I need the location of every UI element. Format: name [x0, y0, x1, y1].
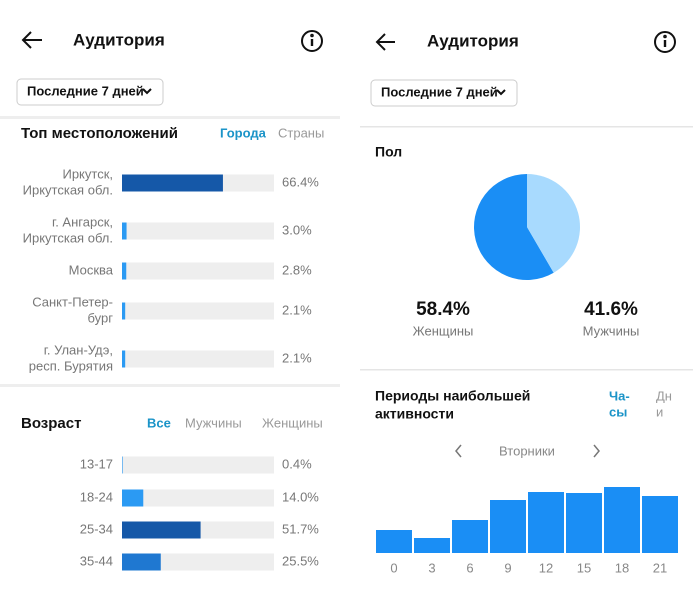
x-tick-label: 21 [653, 560, 667, 575]
separator [0, 384, 340, 387]
row-label: 13-17 [80, 456, 113, 471]
activity-bar [452, 520, 488, 553]
info-icon[interactable] [301, 30, 323, 52]
bar-track [122, 262, 274, 280]
section-title: Возраст [21, 415, 81, 432]
bar-track [122, 350, 274, 368]
x-tick-label: 3 [428, 560, 435, 575]
left-icons [16, 30, 676, 458]
tab[interactable]: Все [147, 415, 171, 430]
back-arrow[interactable] [375, 33, 395, 51]
activity-bar [490, 500, 526, 553]
activity-bar [414, 538, 450, 553]
activity-bar [528, 492, 564, 553]
activity-bar [376, 530, 412, 553]
pie-value: 41.6% [584, 299, 638, 320]
row-label: г. Улан-Удэ, [44, 342, 113, 357]
section-title: Топ местоположений [21, 125, 178, 142]
title: Аудитория [73, 30, 165, 49]
row-label: 25-34 [80, 521, 113, 536]
bar [122, 521, 201, 539]
pie-value: 58.4% [416, 299, 470, 320]
tab[interactable]: и [656, 404, 663, 419]
x-tick-label: 0 [390, 560, 397, 575]
bar [122, 262, 127, 280]
info-icon[interactable] [654, 31, 676, 53]
section-title: Пол [375, 144, 402, 160]
tab[interactable]: Страны [278, 125, 324, 140]
bar [122, 456, 123, 474]
bar-track [122, 302, 274, 320]
row-label: 18-24 [80, 489, 113, 504]
pie-slice [473, 173, 554, 281]
bar [122, 174, 223, 192]
bar [122, 222, 127, 240]
x-tick-label: 6 [466, 560, 473, 575]
bar [122, 302, 126, 320]
value-label: 51.7% [282, 521, 319, 536]
row-label: респ. Бурятия [29, 358, 113, 373]
tab[interactable]: Женщины [262, 415, 323, 430]
bar-track [122, 489, 274, 507]
period[interactable]: Последние 7 дней [27, 83, 144, 98]
tab[interactable]: Города [220, 125, 267, 140]
x-tick-label: 18 [615, 560, 629, 575]
tab[interactable]: Мужчины [185, 415, 242, 430]
value-label: 3.0% [282, 222, 312, 237]
bar [122, 553, 161, 571]
row-label: Москва [69, 262, 114, 277]
tab[interactable]: Дн [656, 388, 672, 403]
value-label: 2.1% [282, 350, 312, 365]
day-nav[interactable] [455, 444, 600, 458]
day-label: Вторники [499, 443, 555, 458]
row-label: Иркутская обл. [23, 230, 113, 245]
x-tick-label: 9 [504, 560, 511, 575]
pie-slice [527, 174, 580, 273]
section-title: активности [375, 406, 454, 422]
tab[interactable]: сы [609, 404, 627, 419]
value-label: 2.8% [282, 262, 312, 277]
section-title: Периоды наибольшей [375, 388, 530, 404]
period-button[interactable] [16, 78, 164, 106]
row-label: г. Ангарск, [52, 214, 113, 229]
bar [122, 489, 144, 507]
row-label: Санкт-Петер- [32, 294, 113, 309]
row-label: бург [88, 310, 114, 325]
row-label: Иркутская обл. [23, 182, 113, 197]
period[interactable]: Последние 7 дней [381, 84, 498, 99]
x-tick-label: 12 [539, 560, 553, 575]
back-arrow[interactable] [21, 31, 42, 49]
value-label: 25.5% [282, 553, 319, 568]
value-label: 2.1% [282, 302, 312, 317]
row-label: Иркутск, [62, 166, 113, 181]
separator [360, 369, 693, 371]
pie-label: Мужчины [583, 323, 640, 338]
row-label: 35-44 [80, 553, 113, 568]
value-label: 66.4% [282, 174, 319, 189]
pie-label: Женщины [413, 323, 474, 338]
activity-bar [642, 496, 678, 553]
x-tick-label: 15 [577, 560, 591, 575]
tab[interactable]: Ча- [609, 388, 630, 403]
bar [122, 350, 126, 368]
bar-track [122, 222, 274, 240]
separator [360, 126, 693, 128]
bar-track [122, 456, 274, 474]
activity-bar [604, 487, 640, 553]
title: Аудитория [427, 31, 519, 50]
value-label: 0.4% [282, 456, 312, 471]
value-label: 14.0% [282, 489, 319, 504]
activity-bar [566, 493, 602, 553]
period-button[interactable] [370, 79, 518, 107]
separator [0, 116, 340, 119]
